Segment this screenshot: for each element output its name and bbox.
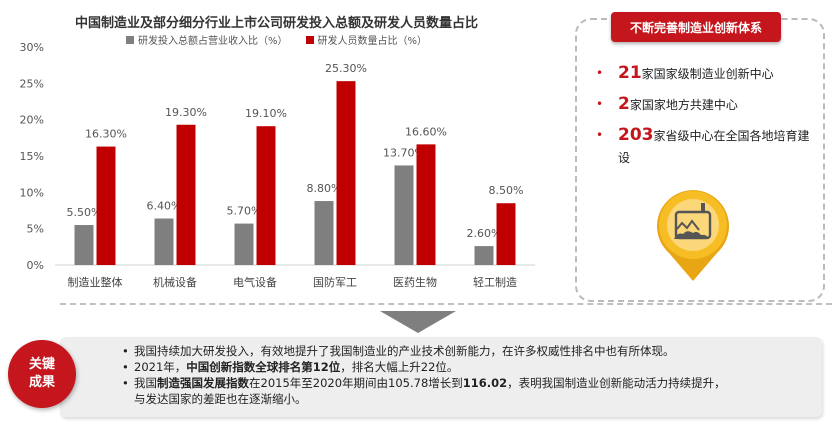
arrow-down-icon: [380, 311, 456, 333]
bar-rd-investment: [394, 165, 414, 265]
key-point-continuation: 与发达国家的差距也在逐渐缩小。: [122, 391, 812, 407]
bar-rd-investment: [474, 246, 494, 265]
legend-item-rd-investment: 研发投入总额占营业收入比（%）: [126, 32, 288, 47]
panel-list: • 21家国家级制造业创新中心 • 2家国家地方共建中心 • 203家省级中心在…: [590, 62, 812, 177]
bar-rd-staff: [96, 146, 116, 265]
bar-rd-staff: [416, 144, 436, 265]
key-point: 2021年，中国创新指数全球排名第12位，排名大幅上升22位。: [122, 359, 812, 375]
chart-area: 0% 5% 10% 15% 20% 25% 30% 5.50% 16.30% 制造业整体 6.40%…: [20, 16, 535, 289]
x-tick-label: 制造业整体: [68, 275, 123, 289]
y-tick-label: 20%: [20, 114, 44, 127]
key-point-text: ，排名大幅上升22位。: [340, 360, 459, 374]
y-tick-label: 15%: [20, 150, 44, 163]
data-label: 16.30%: [85, 128, 127, 141]
key-point-text: ，表明我国制造业创新能动活力持续提升，: [507, 376, 726, 390]
key-point-highlight: 116.02: [462, 376, 508, 390]
panel-title: 不断完善制造业创新体系: [611, 12, 781, 42]
section-divider: [60, 303, 832, 305]
key-point-highlight: 中国创新指数全球排名第12位: [186, 360, 341, 374]
data-label: 8.50%: [489, 184, 524, 197]
key-point: 我国持续加大研发投入，有效地提升了我国制造业的产业技术创新能力，在许多权威性排名…: [122, 343, 812, 359]
bullet-icon: •: [596, 66, 604, 80]
key-point-text: 我国持续加大研发投入，有效地提升了我国制造业的产业技术创新能力，在许多权威性排名…: [134, 344, 675, 358]
data-label: 19.10%: [245, 107, 287, 120]
y-tick-label: 25%: [20, 77, 44, 90]
panel-item-number: 2: [618, 94, 630, 114]
bar-rd-staff: [336, 81, 356, 265]
key-results-list: 我国持续加大研发投入，有效地提升了我国制造业的产业技术创新能力，在许多权威性排名…: [122, 343, 812, 407]
data-label: 19.30%: [165, 106, 207, 119]
x-tick-label: 国防军工: [313, 275, 357, 289]
legend-label-rd-staff: 研发人员数量占比（%）: [317, 36, 428, 47]
legend-swatch-gray: [126, 35, 134, 44]
y-tick-label: 5%: [27, 223, 44, 236]
bar-rd-staff: [256, 126, 276, 265]
x-tick-label: 电气设备: [233, 275, 277, 289]
key-point: 我国制造强国发展指数在2015年至2020年期间由105.78增长到116.02…: [122, 375, 812, 391]
data-label: 5.70%: [227, 205, 262, 218]
bar-rd-staff: [496, 203, 516, 265]
bar-rd-staff: [176, 124, 196, 266]
bar-rd-investment: [74, 225, 94, 265]
y-tick-label: 0%: [27, 259, 44, 272]
x-tick-label: 医药生物: [393, 275, 437, 289]
panel-item: • 203家省级中心在全国各地培育建设: [590, 124, 812, 169]
data-label: 5.50%: [67, 206, 102, 219]
panel-item-text: 家省级中心在全国各地培育建设: [618, 129, 810, 165]
x-tick-label: 机械设备: [153, 275, 197, 289]
badge-line-2: 成果: [28, 375, 55, 390]
panel-item-number: 203: [618, 125, 654, 145]
key-results-badge: 关键 成果: [8, 340, 76, 408]
chart-title: 中国制造业及部分细分行业上市公司研发投入总额及研发人员数量占比: [75, 16, 479, 31]
x-tick-label: 轻工制造: [473, 275, 517, 289]
bar-rd-investment: [314, 201, 334, 265]
legend-swatch-red: [305, 35, 314, 44]
legend-label-rd-investment: 研发投入总额占营业收入比（%）: [138, 36, 288, 47]
panel-item: • 21家国家级制造业创新中心: [590, 62, 812, 85]
data-label: 8.80%: [307, 182, 342, 195]
bullet-icon: •: [596, 97, 604, 111]
key-point-text: 在2015年至2020年期间由105.78增长到: [249, 376, 463, 390]
factory-pin-icon: [657, 190, 729, 281]
key-point-text: 与发达国家的差距也在逐渐缩小。: [134, 392, 307, 406]
key-point-text: 2021年，: [134, 360, 187, 374]
bar-chart: 0% 5% 10% 15% 20% 25% 30% 5.50% 16.30% 制造业整体 6.40%…: [20, 41, 535, 289]
data-label: 25.30%: [325, 62, 367, 75]
data-label: 6.40%: [147, 199, 182, 212]
panel-item-text: 家国家地方共建中心: [629, 98, 738, 112]
key-point-highlight: 制造强国发展指数: [157, 376, 249, 390]
bar-rd-investment: [234, 223, 254, 265]
data-label: 13.70%: [383, 146, 425, 159]
panel-item: • 2家国家地方共建中心: [590, 93, 812, 116]
chart-legend: 研发投入总额占营业收入比（%） 研发人员数量占比（%）: [126, 32, 427, 47]
bar-rd-investment: [154, 218, 174, 265]
data-label: 16.60%: [405, 125, 447, 138]
data-label: 2.60%: [467, 227, 502, 240]
y-tick-label: 30%: [20, 41, 44, 54]
bullet-icon: •: [596, 128, 604, 142]
y-tick-label: 10%: [20, 186, 44, 199]
badge-line-1: 关键: [28, 357, 55, 372]
panel-item-number: 21: [618, 63, 642, 83]
legend-item-rd-staff: 研发人员数量占比（%）: [305, 32, 428, 47]
panel-item-text: 家国家级制造业创新中心: [641, 67, 774, 81]
key-point-text: 我国: [134, 376, 157, 390]
